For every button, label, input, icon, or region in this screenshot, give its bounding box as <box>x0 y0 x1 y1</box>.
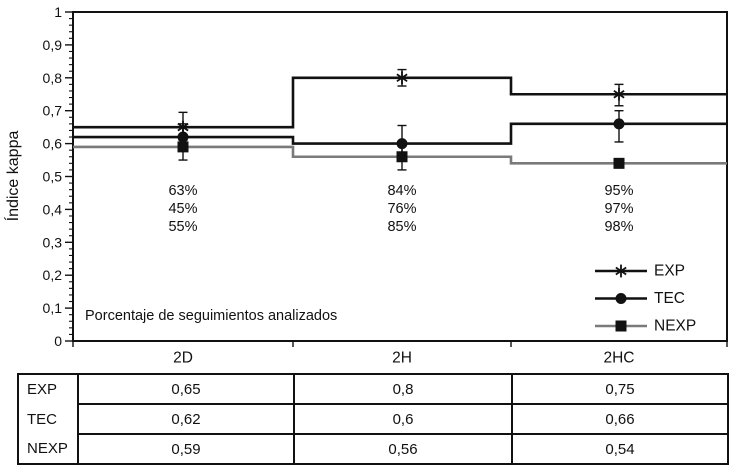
y-tick-label: 0,5 <box>43 169 63 185</box>
y-axis-title: Índice kappa <box>5 130 22 222</box>
table-cell: 0,62 <box>77 403 295 435</box>
y-tick-label: 1 <box>54 4 62 20</box>
percent-label: 85% <box>387 219 416 235</box>
percent-label: 55% <box>168 219 197 235</box>
table-row-tec: TEC 0,62 0,6 0,66 <box>17 403 729 435</box>
percent-label: 63% <box>168 183 197 199</box>
percent-label: 76% <box>387 201 416 217</box>
y-tick-label: 0,1 <box>43 300 63 316</box>
table-row-label: NEXP <box>17 434 79 464</box>
y-tick-label: 0,2 <box>43 267 63 283</box>
percent-label: 84% <box>387 183 416 199</box>
table-cell: 0,54 <box>511 433 729 465</box>
y-tick-label: 0,6 <box>43 136 63 152</box>
table-cell: 0,65 <box>77 373 295 405</box>
legend-marker-nexp <box>615 320 627 332</box>
table-row-label: EXP <box>17 374 79 404</box>
x-category-label: 2HC <box>603 350 634 367</box>
plot-frame <box>72 11 728 342</box>
y-tick-label: 0,4 <box>43 201 63 217</box>
marker-star-exp <box>177 122 189 132</box>
series-line-exp <box>73 76 727 129</box>
y-tick-label: 0,9 <box>43 37 63 53</box>
legend-label-nexp: NEXP <box>654 318 696 335</box>
legend-label-exp: EXP <box>654 263 685 280</box>
marker-square-nexp <box>177 141 189 153</box>
percent-note: Porcentaje de seguimientos analizados <box>85 308 338 324</box>
marker-circle-tec <box>396 138 408 150</box>
y-tick-label: 0,7 <box>43 103 63 119</box>
table-cell: 0,75 <box>511 373 729 405</box>
table-row-exp: EXP 0,65 0,8 0,75 <box>17 373 729 405</box>
marker-square-nexp <box>396 151 408 163</box>
table-row-nexp: NEXP 0,59 0,56 0,54 <box>17 433 729 465</box>
values-table: EXP 0,65 0,8 0,75 TEC 0,62 0,6 0,66 NEXP 0,59 0,56… <box>17 373 729 465</box>
legend-marker-exp <box>615 266 627 276</box>
percent-label: 45% <box>168 201 197 217</box>
table-row-label: TEC <box>17 404 79 434</box>
marker-circle-tec <box>613 118 625 130</box>
table-cell: 0,56 <box>293 433 513 465</box>
marker-star-exp <box>613 89 625 99</box>
marker-circle-tec <box>177 131 189 143</box>
legend-label-tec: TEC <box>654 290 685 307</box>
percent-label: 97% <box>604 201 633 217</box>
table-cell: 0,6 <box>293 403 513 435</box>
y-tick-label: 0,8 <box>43 70 63 86</box>
table-cell: 0,59 <box>77 433 295 465</box>
percent-label: 98% <box>604 219 633 235</box>
marker-square-nexp <box>613 157 625 169</box>
percent-label: 95% <box>604 183 633 199</box>
x-category-label: 2H <box>392 350 412 367</box>
x-category-label: 2D <box>173 350 193 367</box>
y-tick-label: 0 <box>54 333 62 349</box>
marker-star-exp <box>396 73 408 83</box>
y-tick-label: 0,3 <box>43 234 63 250</box>
table-cell: 0,66 <box>511 403 729 435</box>
legend-marker-tec <box>615 293 627 304</box>
table-cell: 0,8 <box>293 373 513 405</box>
